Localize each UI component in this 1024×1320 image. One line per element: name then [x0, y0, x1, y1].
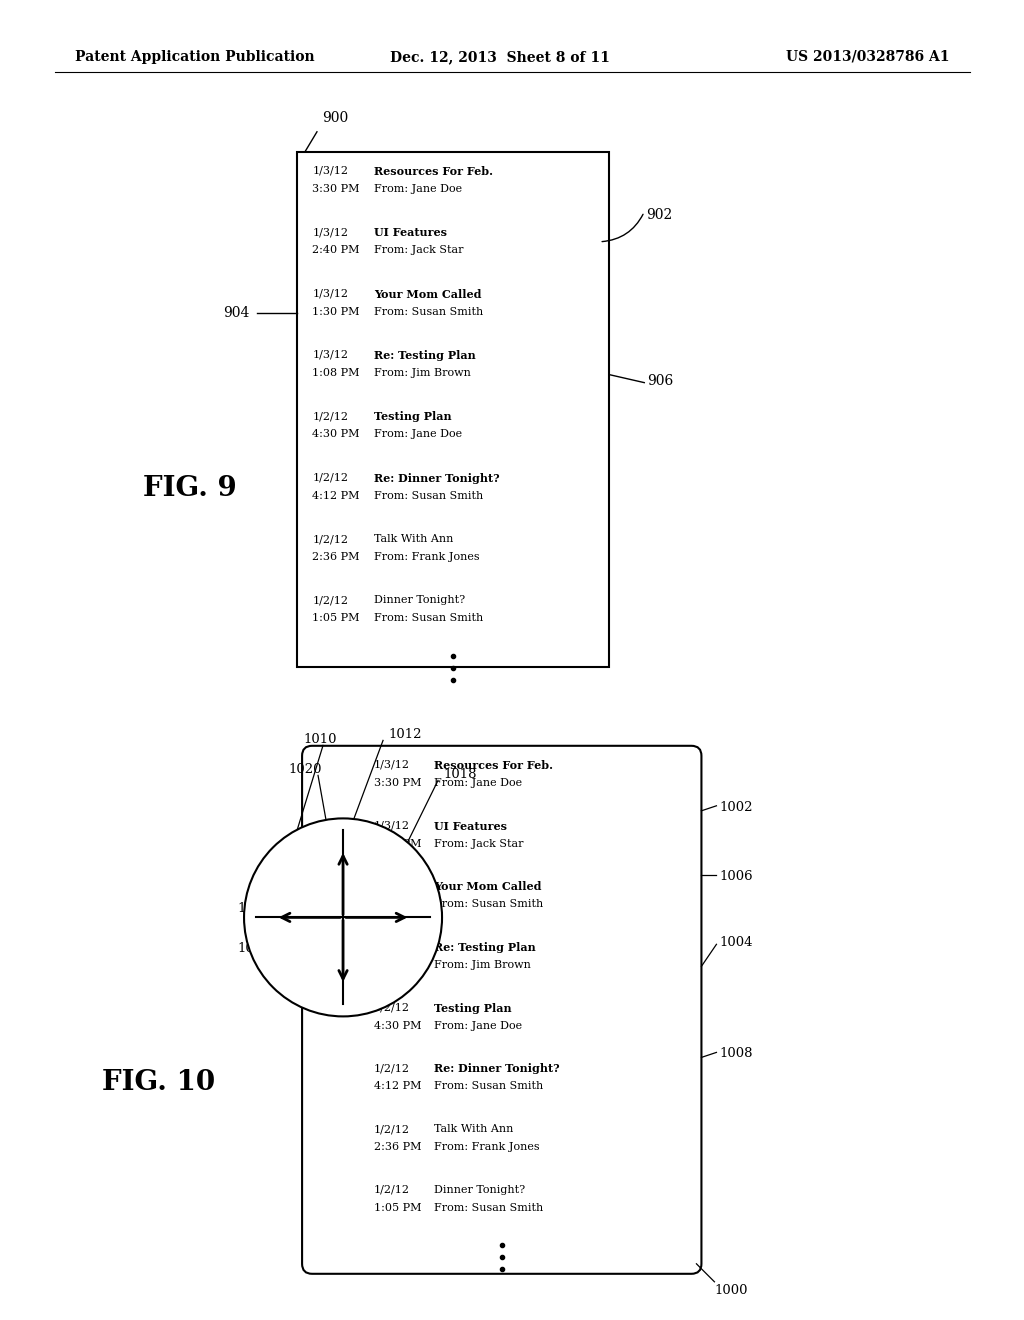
Text: 2:36 PM: 2:36 PM [312, 552, 359, 562]
Bar [306, 936, 697, 997]
Text: From: Jack Star: From: Jack Star [374, 246, 463, 255]
Text: UI Features: UI Features [434, 821, 507, 832]
Text: 1/3/12: 1/3/12 [312, 350, 348, 360]
Text: From: Jane Doe: From: Jane Doe [434, 1020, 522, 1031]
Text: 2:40 PM: 2:40 PM [312, 246, 359, 255]
Text: From: Susan Smith: From: Susan Smith [374, 491, 483, 500]
Text: 1014: 1014 [238, 903, 270, 915]
Text: 3:30 PM: 3:30 PM [374, 777, 421, 788]
Text: From: Jim Brown: From: Jim Brown [374, 368, 471, 378]
Text: 1/2/12: 1/2/12 [374, 1185, 410, 1195]
Text: 1010: 1010 [303, 734, 337, 746]
Text: From: Jack Star: From: Jack Star [434, 838, 523, 849]
Bar [297, 152, 609, 667]
Text: 4:12 PM: 4:12 PM [312, 491, 359, 500]
Text: 4:30 PM: 4:30 PM [312, 429, 359, 440]
Text: Patent Application Publication: Patent Application Publication [75, 50, 314, 63]
Text: 4:12 PM: 4:12 PM [374, 1081, 421, 1092]
Text: 1012: 1012 [388, 729, 422, 742]
Text: 1000: 1000 [715, 1284, 748, 1296]
Text: 1/2/12: 1/2/12 [374, 1064, 410, 1073]
Text: UI Features: UI Features [374, 227, 446, 238]
Text: From: Frank Jones: From: Frank Jones [434, 1142, 540, 1152]
Text: 1/2/12: 1/2/12 [312, 473, 348, 483]
Text: 1:08 PM: 1:08 PM [374, 960, 421, 970]
Text: 3:30 PM: 3:30 PM [312, 183, 359, 194]
Text: 1:30 PM: 1:30 PM [312, 306, 359, 317]
Text: 1006: 1006 [720, 870, 753, 883]
Text: 1/3/12: 1/3/12 [374, 882, 410, 891]
Text: From: Susan Smith: From: Susan Smith [374, 306, 483, 317]
Bar [306, 754, 697, 814]
Text: Re: Dinner Tonight?: Re: Dinner Tonight? [434, 1064, 560, 1074]
Text: 1/3/12: 1/3/12 [374, 942, 410, 952]
Text: Your Mom Called: Your Mom Called [374, 289, 481, 300]
Text: Testing Plan: Testing Plan [434, 1003, 512, 1014]
Text: 4:30 PM: 4:30 PM [374, 1020, 421, 1031]
Text: 1/3/12: 1/3/12 [374, 821, 410, 830]
Bar [306, 814, 697, 875]
Text: 1004: 1004 [720, 936, 753, 949]
Text: From: Susan Smith: From: Susan Smith [434, 1203, 544, 1213]
Text: 1002: 1002 [720, 801, 753, 814]
Text: 1/2/12: 1/2/12 [374, 1125, 410, 1134]
Text: Dinner Tonight?: Dinner Tonight? [374, 595, 465, 606]
Bar [306, 997, 697, 1057]
Text: 1/2/12: 1/2/12 [312, 595, 348, 606]
Bar [297, 160, 609, 222]
Text: From: Jane Doe: From: Jane Doe [434, 777, 522, 788]
Text: From: Susan Smith: From: Susan Smith [434, 1081, 544, 1092]
Text: 906: 906 [647, 374, 674, 388]
Text: Dec. 12, 2013  Sheet 8 of 11: Dec. 12, 2013 Sheet 8 of 11 [390, 50, 610, 63]
Text: 1/2/12: 1/2/12 [312, 535, 348, 544]
Text: FIG. 10: FIG. 10 [102, 1069, 215, 1096]
Text: Talk With Ann: Talk With Ann [374, 535, 454, 544]
Text: 1016: 1016 [238, 942, 270, 956]
Text: 902: 902 [646, 207, 673, 222]
Text: 900: 900 [322, 111, 348, 125]
Text: Testing Plan: Testing Plan [374, 412, 452, 422]
Bar [297, 282, 609, 345]
Text: From: Jim Brown: From: Jim Brown [434, 960, 531, 970]
Text: From: Susan Smith: From: Susan Smith [374, 614, 483, 623]
Text: From: Susan Smith: From: Susan Smith [434, 899, 544, 909]
Text: 1:05 PM: 1:05 PM [374, 1203, 421, 1213]
Text: 904: 904 [223, 306, 250, 321]
Text: 1:05 PM: 1:05 PM [312, 614, 359, 623]
Circle shape [244, 818, 442, 1016]
Bar [297, 222, 609, 282]
Text: 1/3/12: 1/3/12 [374, 760, 410, 770]
FancyBboxPatch shape [302, 746, 701, 1274]
Text: 2:36 PM: 2:36 PM [374, 1142, 421, 1152]
Text: 1:08 PM: 1:08 PM [312, 368, 359, 378]
Text: 1/2/12: 1/2/12 [374, 1003, 410, 1012]
Text: 1:30 PM: 1:30 PM [374, 899, 421, 909]
Text: FIG. 9: FIG. 9 [143, 475, 238, 502]
Text: From: Jane Doe: From: Jane Doe [374, 429, 462, 440]
Text: From: Frank Jones: From: Frank Jones [374, 552, 479, 562]
Text: US 2013/0328786 A1: US 2013/0328786 A1 [786, 50, 950, 63]
Text: Dinner Tonight?: Dinner Tonight? [434, 1185, 525, 1195]
Text: Talk With Ann: Talk With Ann [434, 1125, 514, 1134]
Text: Resources For Feb.: Resources For Feb. [374, 166, 493, 177]
Text: Resources For Feb.: Resources For Feb. [434, 760, 553, 771]
Text: From: Jane Doe: From: Jane Doe [374, 183, 462, 194]
Text: 2:40 PM: 2:40 PM [374, 838, 421, 849]
Text: 1018: 1018 [443, 768, 476, 781]
Text: 1/3/12: 1/3/12 [312, 289, 348, 298]
Text: Re: Testing Plan: Re: Testing Plan [374, 350, 475, 360]
Text: Your Mom Called: Your Mom Called [434, 882, 542, 892]
Text: 1020: 1020 [288, 763, 322, 776]
Text: Re: Testing Plan: Re: Testing Plan [434, 942, 536, 953]
Text: 1/3/12: 1/3/12 [312, 166, 348, 176]
Text: 1008: 1008 [720, 1047, 753, 1060]
Text: 1/2/12: 1/2/12 [312, 412, 348, 421]
Text: 1/3/12: 1/3/12 [312, 227, 348, 238]
Text: Re: Dinner Tonight?: Re: Dinner Tonight? [374, 473, 500, 483]
